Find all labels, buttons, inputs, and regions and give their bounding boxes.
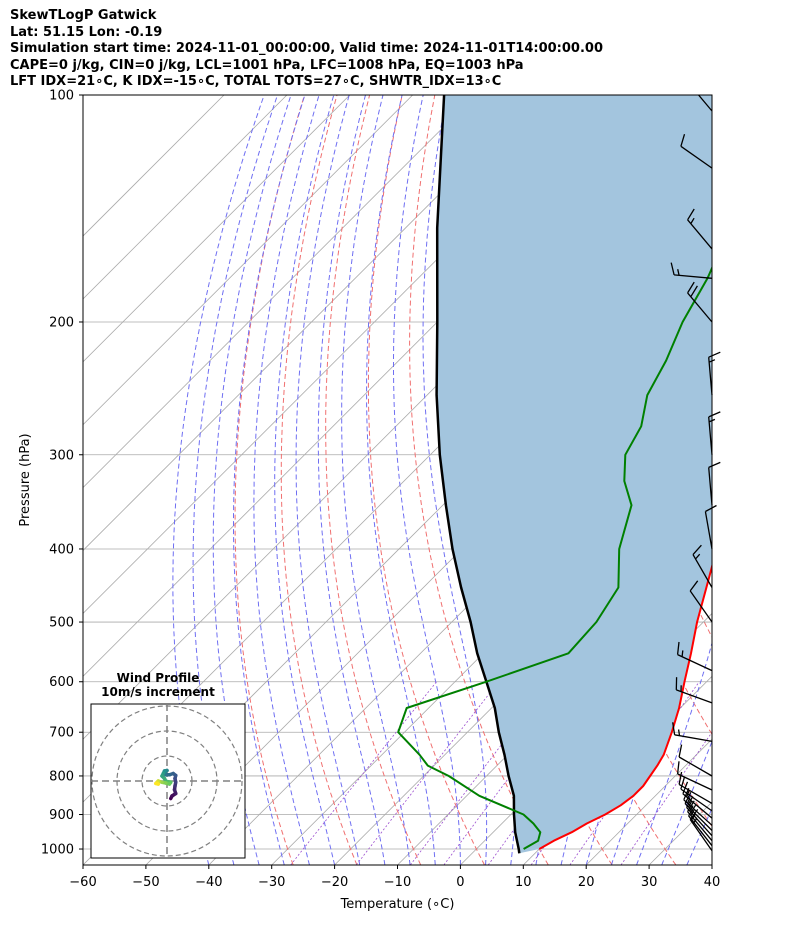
time-line: Simulation start time: 2024-11-01_00:00:… (10, 41, 603, 56)
cape-shading (436, 95, 712, 854)
x-tick-label: −10 (384, 875, 411, 890)
isotherm (83, 95, 539, 552)
profile-lines (397, 95, 712, 854)
wind-barb (680, 776, 713, 812)
dry-adiabat (367, 95, 485, 865)
moist-adiabat (253, 95, 320, 865)
dry-adiabat (728, 95, 794, 865)
chart-header: SkewTLogP Gatwick Lat: 51.15 Lon: -0.19 … (10, 8, 603, 91)
inset-subtitle: 10m/s increment (101, 685, 215, 699)
wind-barbs (670, 95, 721, 852)
y-tick-label: 900 (49, 808, 74, 823)
y-tick-label: 800 (49, 769, 74, 784)
isotherm (83, 95, 225, 237)
mixing-ratio-line (290, 681, 437, 865)
x-tick-label: 40 (704, 875, 721, 890)
wind-barb (672, 722, 713, 743)
y-tick-label: 1000 (41, 843, 74, 858)
moist-adiabat (422, 95, 488, 865)
y-tick-label: 500 (49, 616, 74, 631)
inset-plot (91, 704, 245, 858)
y-tick-label: 400 (49, 542, 74, 557)
hodograph-segment (154, 781, 160, 786)
moist-adiabat (233, 95, 306, 865)
x-tick-label: −60 (69, 875, 96, 890)
moist-adiabat (192, 95, 278, 865)
wind-barb (687, 208, 713, 250)
y-tick-label: 300 (49, 448, 74, 463)
moist-adiabat (393, 95, 461, 865)
moist-adiabat (711, 863, 712, 865)
dry-adiabat (234, 95, 305, 865)
isotherm (83, 95, 413, 426)
x-tick-label: 10 (515, 875, 532, 890)
inset-title: Wind Profile (117, 671, 200, 685)
isotherm (83, 95, 476, 489)
isotherm (83, 95, 351, 363)
index-line: LFT IDX=21∘C, K IDX=-15∘C, TOTAL TOTS=27… (10, 74, 502, 89)
location-line: Lat: 51.15 Lon: -0.19 (10, 24, 163, 40)
moist-adiabat (366, 95, 436, 865)
cape-fill (436, 95, 712, 854)
wind-barb (704, 504, 717, 550)
dry-adiabat (761, 95, 794, 865)
moist-adiabat (317, 95, 386, 865)
moist-adiabat (295, 95, 361, 865)
mixing-ratio-line (620, 731, 712, 865)
wind-barb (670, 262, 713, 279)
wind-barb (708, 461, 721, 506)
moist-adiabat (737, 95, 794, 865)
y-tick-label: 700 (49, 726, 74, 741)
moist-adiabat (274, 95, 336, 865)
x-axis-label: Temperature (∘C) (340, 897, 455, 912)
chart-title: SkewTLogP Gatwick (10, 8, 157, 23)
moist-adiabat (212, 95, 292, 865)
wind-barb (676, 761, 713, 791)
moist-adiabat (172, 95, 265, 865)
y-tick-label: 200 (49, 315, 74, 330)
x-tick-label: 0 (456, 875, 464, 890)
wind-barb (676, 641, 713, 672)
x-tick-label: −40 (195, 875, 222, 890)
wind-barb (687, 281, 713, 323)
dry-adiabat (280, 95, 358, 865)
temperature-line (538, 562, 712, 850)
axes: −60 −50 −40 −30 −20 −10 0 10 20 30 40 1000 900 800 700… (18, 89, 720, 913)
isotherm (334, 487, 712, 865)
moist-adiabat (661, 740, 712, 865)
moist-adiabat (610, 95, 684, 865)
wind-barb (678, 744, 713, 777)
moist-adiabat (686, 807, 712, 865)
y-axis-label: Pressure (hPa) (18, 433, 33, 526)
x-tick-label: −20 (321, 875, 348, 890)
wind-barb (678, 771, 713, 804)
y-tick-label: 600 (49, 675, 74, 690)
wind-barb (697, 95, 713, 112)
dewpoint-line (397, 265, 712, 850)
isotherm (83, 95, 288, 300)
wind-barb (680, 134, 713, 169)
dry-adiabat (325, 95, 422, 865)
moist-adiabat (341, 95, 411, 865)
wind-barb (675, 677, 713, 704)
x-tick-label: −50 (132, 875, 159, 890)
x-tick-label: −30 (258, 875, 285, 890)
wind-barb (692, 544, 713, 588)
y-tick-label: 100 (49, 89, 74, 104)
cape-line: CAPE=0 j/kg, CIN=0 j/kg, LCL=1001 hPa, L… (10, 57, 524, 73)
isotherm (711, 864, 712, 865)
x-tick-label: 20 (578, 875, 595, 890)
wind-barb (689, 580, 713, 623)
x-tick-label: 30 (641, 875, 658, 890)
